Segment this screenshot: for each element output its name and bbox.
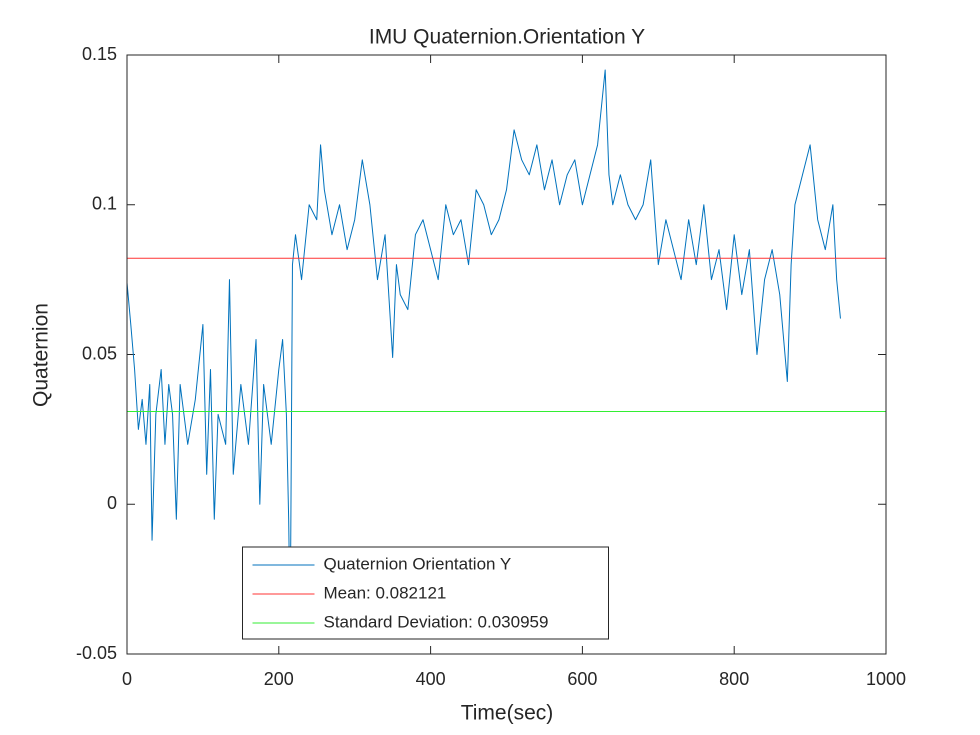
- y-tick-label: 0.1: [92, 194, 117, 214]
- y-tick-label: -0.05: [76, 643, 117, 663]
- x-tick-label: 1000: [866, 669, 906, 689]
- y-tick-label: 0.15: [82, 44, 117, 64]
- x-axis-label: Time(sec): [461, 702, 554, 725]
- legend-label: Quaternion Orientation Y: [324, 554, 512, 573]
- x-tick-label: 200: [264, 669, 294, 689]
- legend-label: Mean: 0.082121: [324, 583, 447, 602]
- data-line: [126, 69, 841, 631]
- chart-title: IMU Quaternion.Orientation Y: [369, 26, 645, 49]
- x-tick-label: 600: [567, 669, 597, 689]
- x-tick-label: 0: [122, 669, 132, 689]
- x-tick-label: 800: [719, 669, 749, 689]
- y-tick-label: 0: [107, 493, 117, 513]
- x-tick-label: 400: [416, 669, 446, 689]
- y-tick-label: 0.05: [82, 343, 117, 363]
- legend-label: Standard Deviation: 0.030959: [324, 612, 549, 631]
- legend-box: [242, 546, 609, 640]
- axes-box: [126, 54, 887, 655]
- legend: Quaternion Orientation Y Mean: 0.082121 St…: [242, 546, 609, 640]
- y-axis-label: Quaternion: [30, 303, 53, 407]
